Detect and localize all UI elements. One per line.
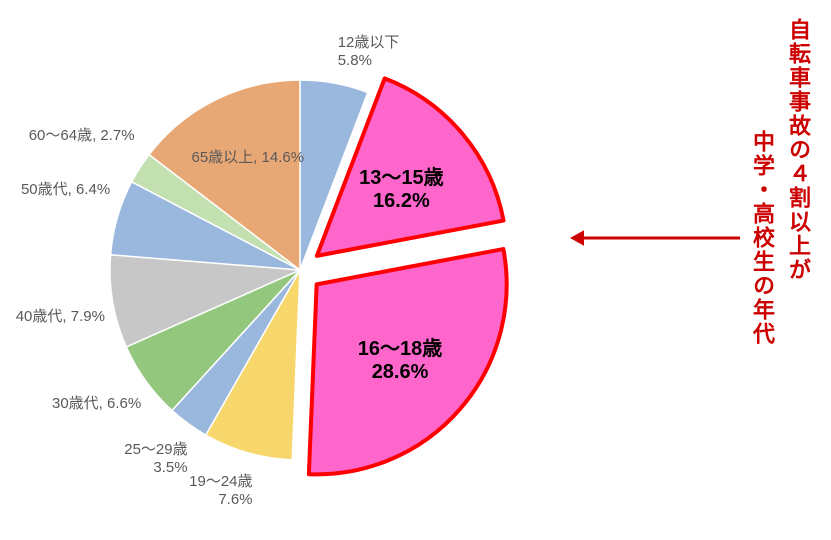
pie-slice-label: 25～29歳 3.5% bbox=[58, 438, 188, 476]
pie-slice-label: 60～64歳, 2.7% bbox=[5, 124, 135, 145]
pie-slice-label: 13～15歳 16.2% bbox=[331, 161, 471, 213]
annotation-line-2: 中学・高校生の年代 bbox=[746, 130, 777, 346]
annotation-line-1: 自転車事故の４割以上が bbox=[782, 18, 813, 282]
pie-slice-label: 65歳以上, 14.6% bbox=[178, 146, 318, 167]
pie-slice-label: 12歳以下 5.8% bbox=[338, 31, 468, 69]
pie-slice-label: 40歳代, 7.9% bbox=[0, 305, 105, 326]
annotation-arrow-head bbox=[570, 230, 584, 245]
pie-slice-label: 30歳代, 6.6% bbox=[11, 392, 141, 413]
pie-slice-label: 50歳代, 6.4% bbox=[0, 178, 110, 199]
pie-slice-label: 16～18歳 28.6% bbox=[330, 332, 470, 384]
